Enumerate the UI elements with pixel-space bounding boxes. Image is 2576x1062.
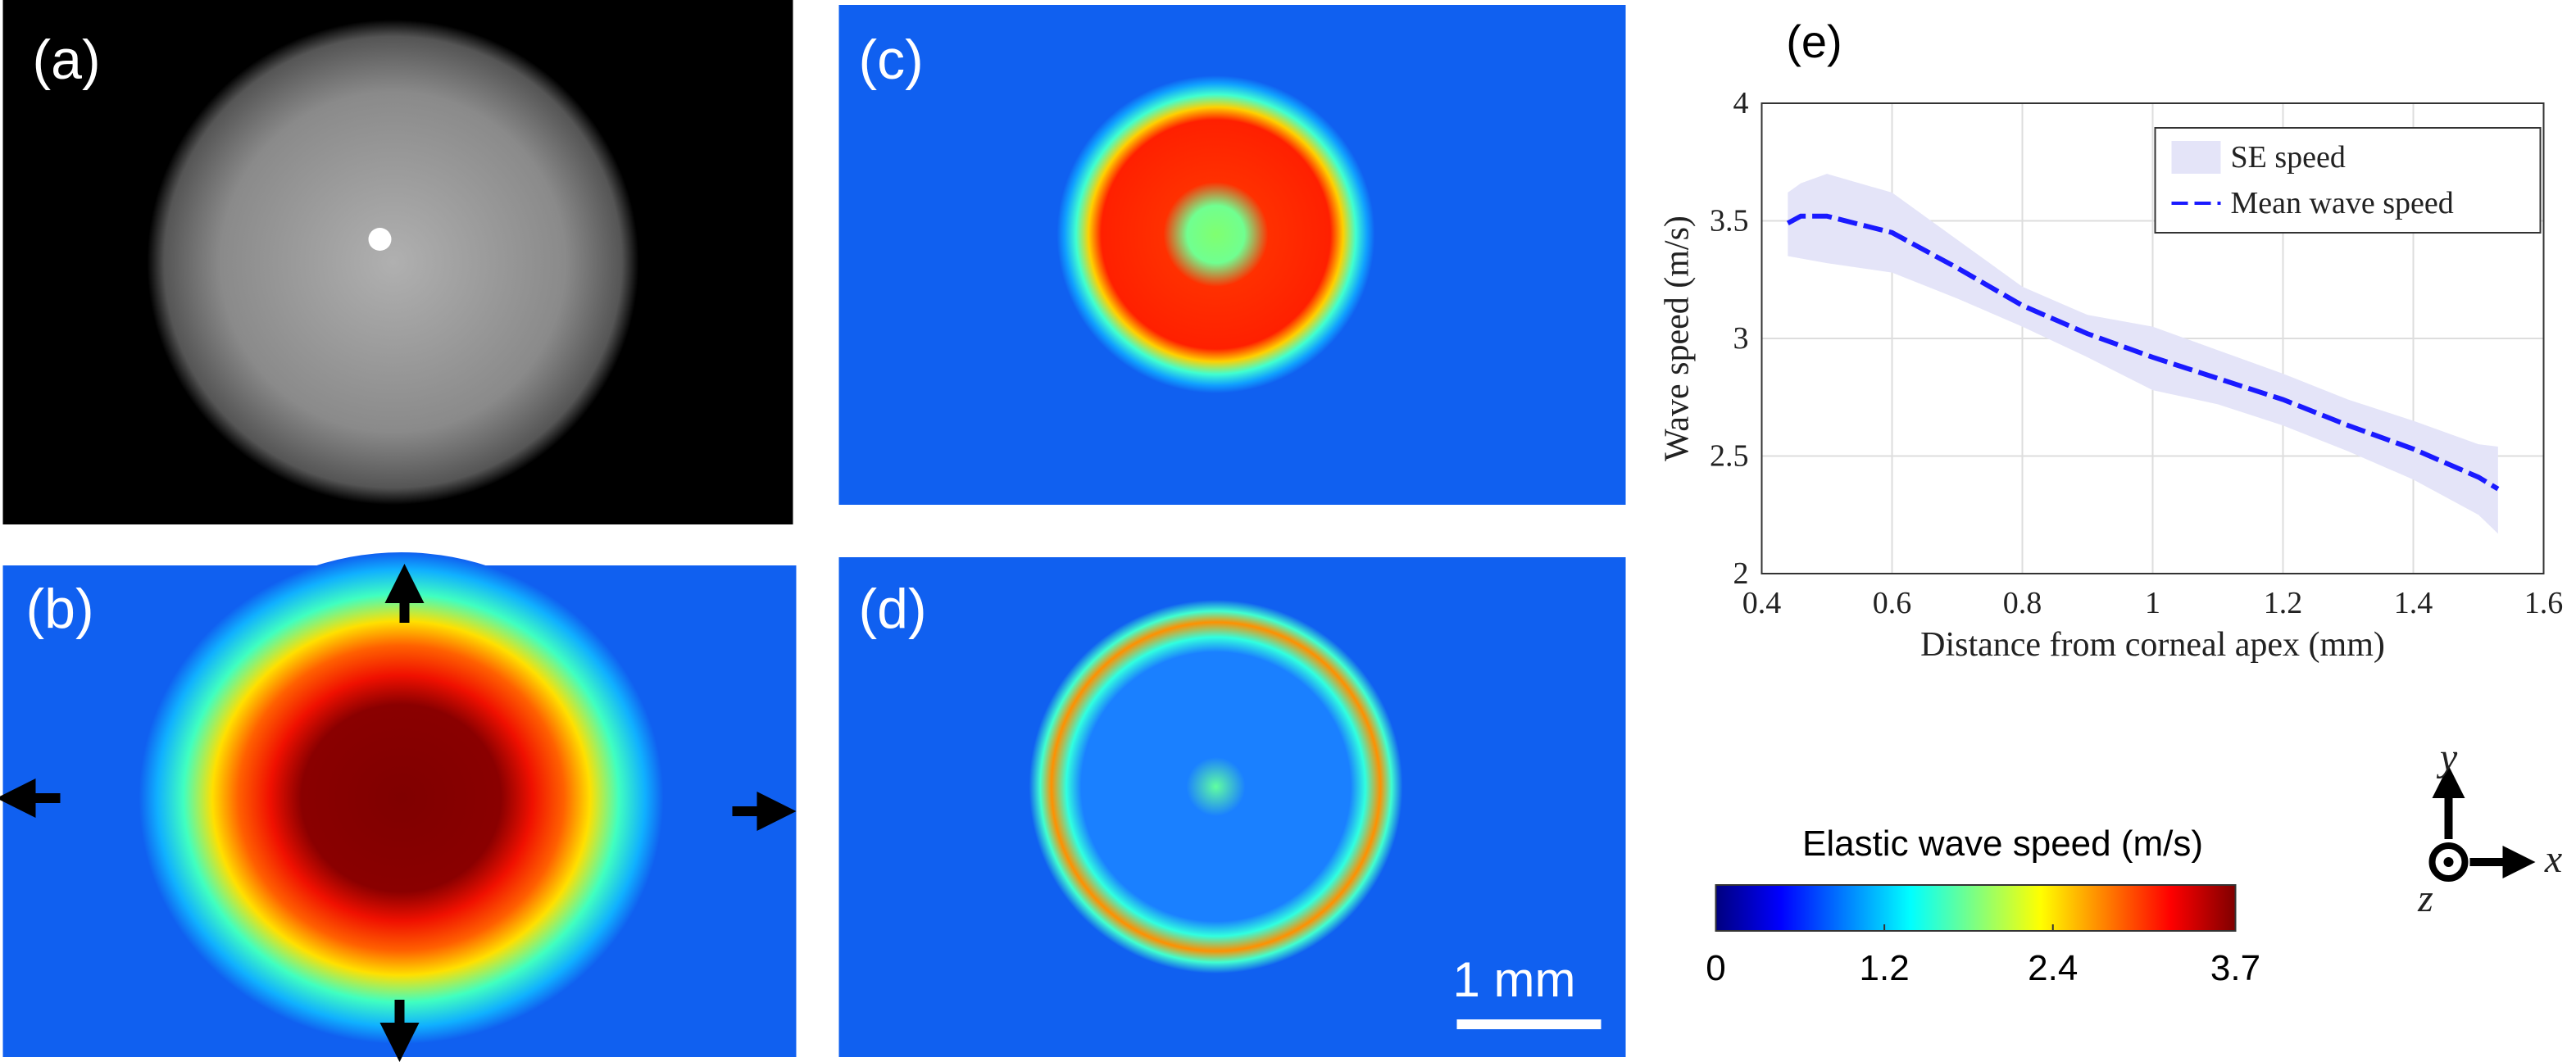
band [1788,174,2498,534]
scale-bar-label: 1 mm [1453,952,1576,1007]
axes-frame [1760,102,2545,574]
axis-label: z [2417,877,2433,920]
chart: (e) 0.4 0.6 0.8 1 1.2 1.4 1.6 2 2.5 3 3.5 4 Distance… [1659,16,2564,664]
colorbar-tick-label: 3.7 [2210,948,2260,988]
x-tick-label: 0.4 [1742,586,1782,620]
x-tick-label: 0.8 [2003,586,2042,620]
x-tick-label: 1 [2145,586,2160,620]
x-tick-label: 1.6 [2524,586,2564,620]
x-axis-label: Distance from corneal apex (mm) [1920,626,2385,664]
panel-label: (e) [1786,16,1842,67]
axis-label: x [2544,837,2562,881]
legend-label: SE speed [2231,140,2346,175]
line [1786,213,2500,492]
colorbar-tick-label: 1.2 [1860,948,1910,988]
cornea-image [147,20,639,505]
heatmap-center [1186,757,1246,816]
legend-swatch [2171,141,2221,174]
y-tick-label: 3.5 [1710,204,1749,238]
x-tick-label: 0.6 [1873,586,1912,620]
colorbar: Elastic wave speed (m/s) 0 1.2 2.4 3.7 [1706,824,2260,988]
y-axis-label: Wave speed (m/s) [1659,216,1697,461]
y-tick-label: 4 [1733,86,1749,120]
y-tick-label: 2 [1733,556,1749,591]
arrows [0,564,797,1062]
legend-label: Mean wave speed [2231,186,2454,220]
bright-spot [368,228,392,251]
axis-label: y [2436,736,2458,779]
panel-label: (c) [859,29,924,91]
x-tick-label: 1.2 [2264,586,2303,620]
colorbar-tick-label: 0 [1706,948,1725,988]
heatmap-blob [139,552,664,1044]
heatmap-ring [1056,75,1375,393]
colorbar-gradient [1715,884,2237,932]
y-tick-label: 2.5 [1710,439,1749,474]
colorbar-title: Elastic wave speed (m/s) [1802,824,2203,864]
axes-triad: y x z [2417,736,2562,920]
panel-label: (b) [26,578,94,640]
panel-label: (d) [859,578,927,640]
y-tick-label: 3 [1733,321,1749,356]
x-tick-label: 1.4 [2394,586,2433,620]
colorbar-tick-label: 2.4 [2028,948,2078,988]
panel-label: (a) [33,29,101,91]
